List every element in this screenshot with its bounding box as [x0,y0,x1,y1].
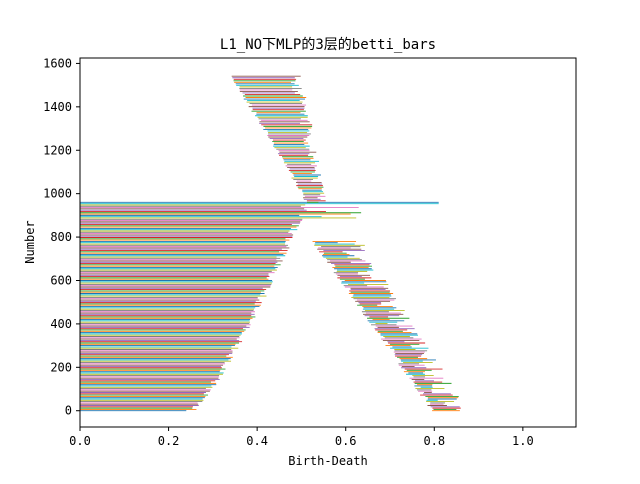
y-axis-ticks: 0 200 400 600 800 1000 1200 1400 1600 [43,56,80,418]
x-tick-label: 0.4 [246,434,268,448]
x-tick-label: 1.0 [512,434,534,448]
x-tick-label: 0.2 [158,434,180,448]
x-axis-ticks: 0.0 0.2 0.4 0.6 0.8 1.0 [69,427,534,448]
y-tick-label: 1200 [43,143,72,157]
axes-frame [79,57,577,428]
x-tick-label: 0.6 [335,434,357,448]
chart-title: L1_NO下MLP的3层的betti_bars [220,37,436,53]
y-tick-label: 400 [50,317,72,331]
y-tick-label: 600 [50,273,72,287]
x-axis-label: Birth-Death [288,454,367,468]
y-tick-label: 1600 [43,56,72,70]
y-tick-label: 1000 [43,187,72,201]
y-tick-label: 800 [50,230,72,244]
y-tick-label: 1400 [43,100,72,114]
bars-layer [80,75,461,412]
y-tick-label: 200 [50,360,72,374]
x-tick-label: 0.0 [69,434,91,448]
y-axis-label: Number [23,220,37,263]
y-tick-label: 0 [65,404,72,418]
x-tick-label: 0.8 [423,434,445,448]
